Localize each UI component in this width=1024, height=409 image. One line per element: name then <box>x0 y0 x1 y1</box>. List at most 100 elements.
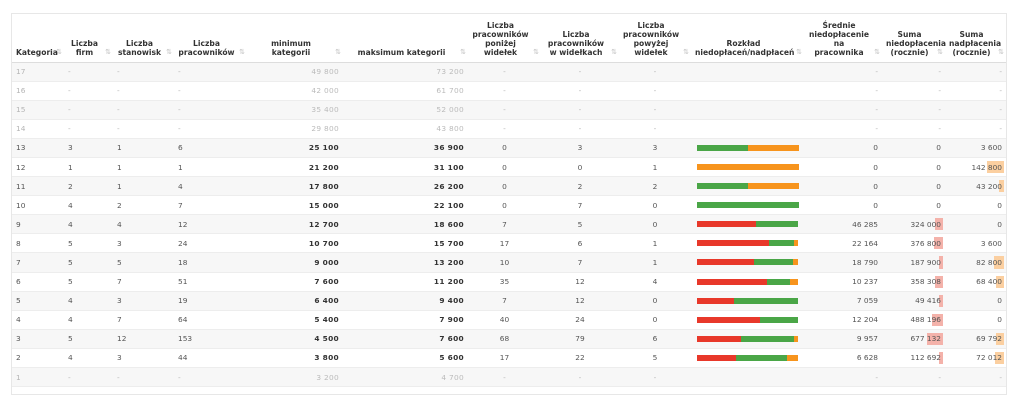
cell-ponizej-widelek: 17 <box>468 348 541 369</box>
cell-rozklad <box>691 252 804 273</box>
col-header-suma-nadplacenia[interactable]: Suma nadpłacenia (rocznie) ⇅ <box>945 14 1006 63</box>
table-row: 5 4 3 19 6 400 9 400 7 12 0 7 059 49 416 0 <box>12 291 1006 311</box>
cell-liczba-stanowisk: 12 <box>113 329 174 349</box>
cell-powyzej-widelek: - <box>619 367 691 388</box>
cell-suma-niedoplacenia: 187 900 <box>882 252 945 273</box>
cell-suma-niedoplacenia: 0 <box>882 176 945 197</box>
cell-srednie-niedoplacenie: 0 <box>804 157 882 178</box>
cell-kategoria: 8 <box>12 233 64 254</box>
cell-liczba-pracownikow: - <box>174 100 247 120</box>
cell-liczba-firm: 4 <box>64 214 113 235</box>
cell-kategoria: 10 <box>12 195 64 216</box>
sort-icon[interactable]: ⇅ <box>533 47 539 56</box>
cell-srednie-niedoplacenie: 0 <box>804 138 882 158</box>
sort-icon[interactable]: ⇅ <box>874 47 880 56</box>
cell-liczba-stanowisk: - <box>113 119 174 139</box>
sort-icon[interactable]: ⇅ <box>105 47 111 56</box>
cell-w-widelkach: 79 <box>541 329 619 349</box>
cell-minimum-kategorii: 49 800 <box>247 62 343 82</box>
col-header-liczba-pracownikow[interactable]: Liczba pracowników ⇅ <box>174 14 247 63</box>
col-header-kategoria[interactable]: Kategoria ⇅ <box>12 14 64 63</box>
cell-liczba-firm: - <box>64 119 113 139</box>
cell-suma-niedoplacenia: - <box>882 100 945 120</box>
overpaid-segment <box>696 164 799 171</box>
cell-suma-niedoplacenia: 677 132 <box>882 329 945 349</box>
cell-liczba-stanowisk: - <box>113 62 174 82</box>
cell-ponizej-widelek: - <box>468 367 541 388</box>
overpaid-segment <box>794 240 799 247</box>
table-row: 16- - -42 000 61 700- - - - - - <box>12 81 1006 101</box>
cell-suma-niedoplacenia: 112 692 <box>882 348 945 369</box>
cell-suma-niedoplacenia: - <box>882 81 945 101</box>
col-header-rozklad[interactable]: Rozkład niedopłaceń/nadpłaceń ⇅ <box>691 14 804 63</box>
cell-value: 488 196 <box>910 315 941 325</box>
cell-rozklad <box>691 214 804 235</box>
distribution-bar <box>696 164 799 171</box>
cell-minimum-kategorii: 25 100 <box>247 138 343 158</box>
sort-icon[interactable]: ⇅ <box>796 47 802 56</box>
col-header-powyzej-widelek[interactable]: Liczba pracowników powyżej widełek ⇅ <box>619 14 691 63</box>
cell-minimum-kategorii: 6 400 <box>247 291 343 311</box>
cell-liczba-pracownikow: 18 <box>174 252 247 273</box>
sort-icon[interactable]: ⇅ <box>56 47 62 56</box>
cell-suma-niedoplacenia: 376 800 <box>882 233 945 254</box>
cell-value: - <box>938 105 941 115</box>
cell-value: 324 000 <box>910 219 941 229</box>
sort-icon[interactable]: ⇅ <box>166 47 172 56</box>
cell-ponizej-widelek: 40 <box>468 310 541 330</box>
sort-icon[interactable]: ⇅ <box>683 47 689 56</box>
cell-maksimum-kategorii: 18 600 <box>343 214 468 235</box>
cell-liczba-firm: - <box>64 62 113 82</box>
header-label: Liczba firm <box>71 38 98 57</box>
cell-kategoria: 6 <box>12 272 64 292</box>
sort-icon[interactable]: ⇅ <box>239 47 245 56</box>
cell-maksimum-kategorii: 5 600 <box>343 348 468 369</box>
table-row: 10 4 2 7 15 000 22 100 0 7 0 0 0 0 <box>12 195 1006 216</box>
cell-value: 43 200 <box>976 181 1002 191</box>
cell-liczba-pracownikow: - <box>174 119 247 139</box>
cell-suma-nadplacenia: - <box>945 100 1006 120</box>
cell-maksimum-kategorii: 13 200 <box>343 252 468 273</box>
header-label: maksimum kategorii <box>357 47 446 57</box>
distribution-bar <box>696 335 799 342</box>
cell-powyzej-widelek: 1 <box>619 157 691 178</box>
col-header-w-widelkach[interactable]: Liczba pracowników w widełkach ⇅ <box>541 14 619 63</box>
sort-icon[interactable]: ⇅ <box>611 47 617 56</box>
cell-minimum-kategorii: 29 800 <box>247 119 343 139</box>
cell-srednie-niedoplacenie: 0 <box>804 176 882 197</box>
cell-liczba-firm: 4 <box>64 291 113 311</box>
header-label: Liczba pracowników <box>178 38 235 57</box>
cell-value: 187 900 <box>910 257 941 267</box>
cell-w-widelkach: 7 <box>541 252 619 273</box>
col-header-minimum-kategorii[interactable]: minimum kategorii ⇅ <box>247 14 343 63</box>
col-header-suma-niedoplacenia[interactable]: Suma niedopłacenia (rocznie) ⇅ <box>882 14 946 63</box>
cell-ponizej-widelek: 7 <box>468 291 541 311</box>
sort-icon[interactable]: ⇅ <box>460 47 466 56</box>
cell-maksimum-kategorii: 43 800 <box>343 119 468 139</box>
cell-suma-niedoplacenia: 324 000 <box>882 214 945 235</box>
cell-suma-nadplacenia: - <box>945 62 1006 82</box>
cell-value: 3 600 <box>980 143 1002 153</box>
cell-kategoria: 11 <box>12 176 64 197</box>
cell-suma-nadplacenia: 0 <box>945 310 1006 330</box>
cell-suma-nadplacenia: 69 792 <box>945 329 1006 349</box>
cell-maksimum-kategorii: 9 400 <box>343 291 468 311</box>
sort-icon[interactable]: ⇅ <box>335 47 341 56</box>
cell-w-widelkach: - <box>541 62 619 82</box>
cell-w-widelkach: 22 <box>541 348 619 369</box>
cell-kategoria: 15 <box>12 100 64 120</box>
cell-value: 142 800 <box>971 162 1002 172</box>
sort-icon[interactable]: ⇅ <box>998 47 1004 56</box>
table-row: 11 2 1 4 17 800 26 200 0 2 2 0 0 43 200 <box>12 176 1006 197</box>
col-header-maksimum-kategorii[interactable]: maksimum kategorii ⇅ <box>343 14 468 63</box>
cell-kategoria: 9 <box>12 214 64 235</box>
col-header-liczba-firm[interactable]: Liczba firm ⇅ <box>64 14 113 63</box>
col-header-ponizej-widelek[interactable]: Liczba pracowników poniżej widełek ⇅ <box>468 14 541 63</box>
col-header-srednie-niedoplacenie[interactable]: Średnie niedopłacenie na pracownika ⇅ <box>804 14 882 63</box>
col-header-liczba-stanowisk[interactable]: Liczba stanowisk ⇅ <box>113 14 174 63</box>
cell-suma-nadplacenia: - <box>945 367 1006 388</box>
cell-liczba-pracownikow: - <box>174 62 247 82</box>
cell-w-widelkach: 12 <box>541 291 619 311</box>
sort-icon[interactable]: ⇅ <box>937 47 943 56</box>
cell-kategoria: 4 <box>12 310 64 330</box>
